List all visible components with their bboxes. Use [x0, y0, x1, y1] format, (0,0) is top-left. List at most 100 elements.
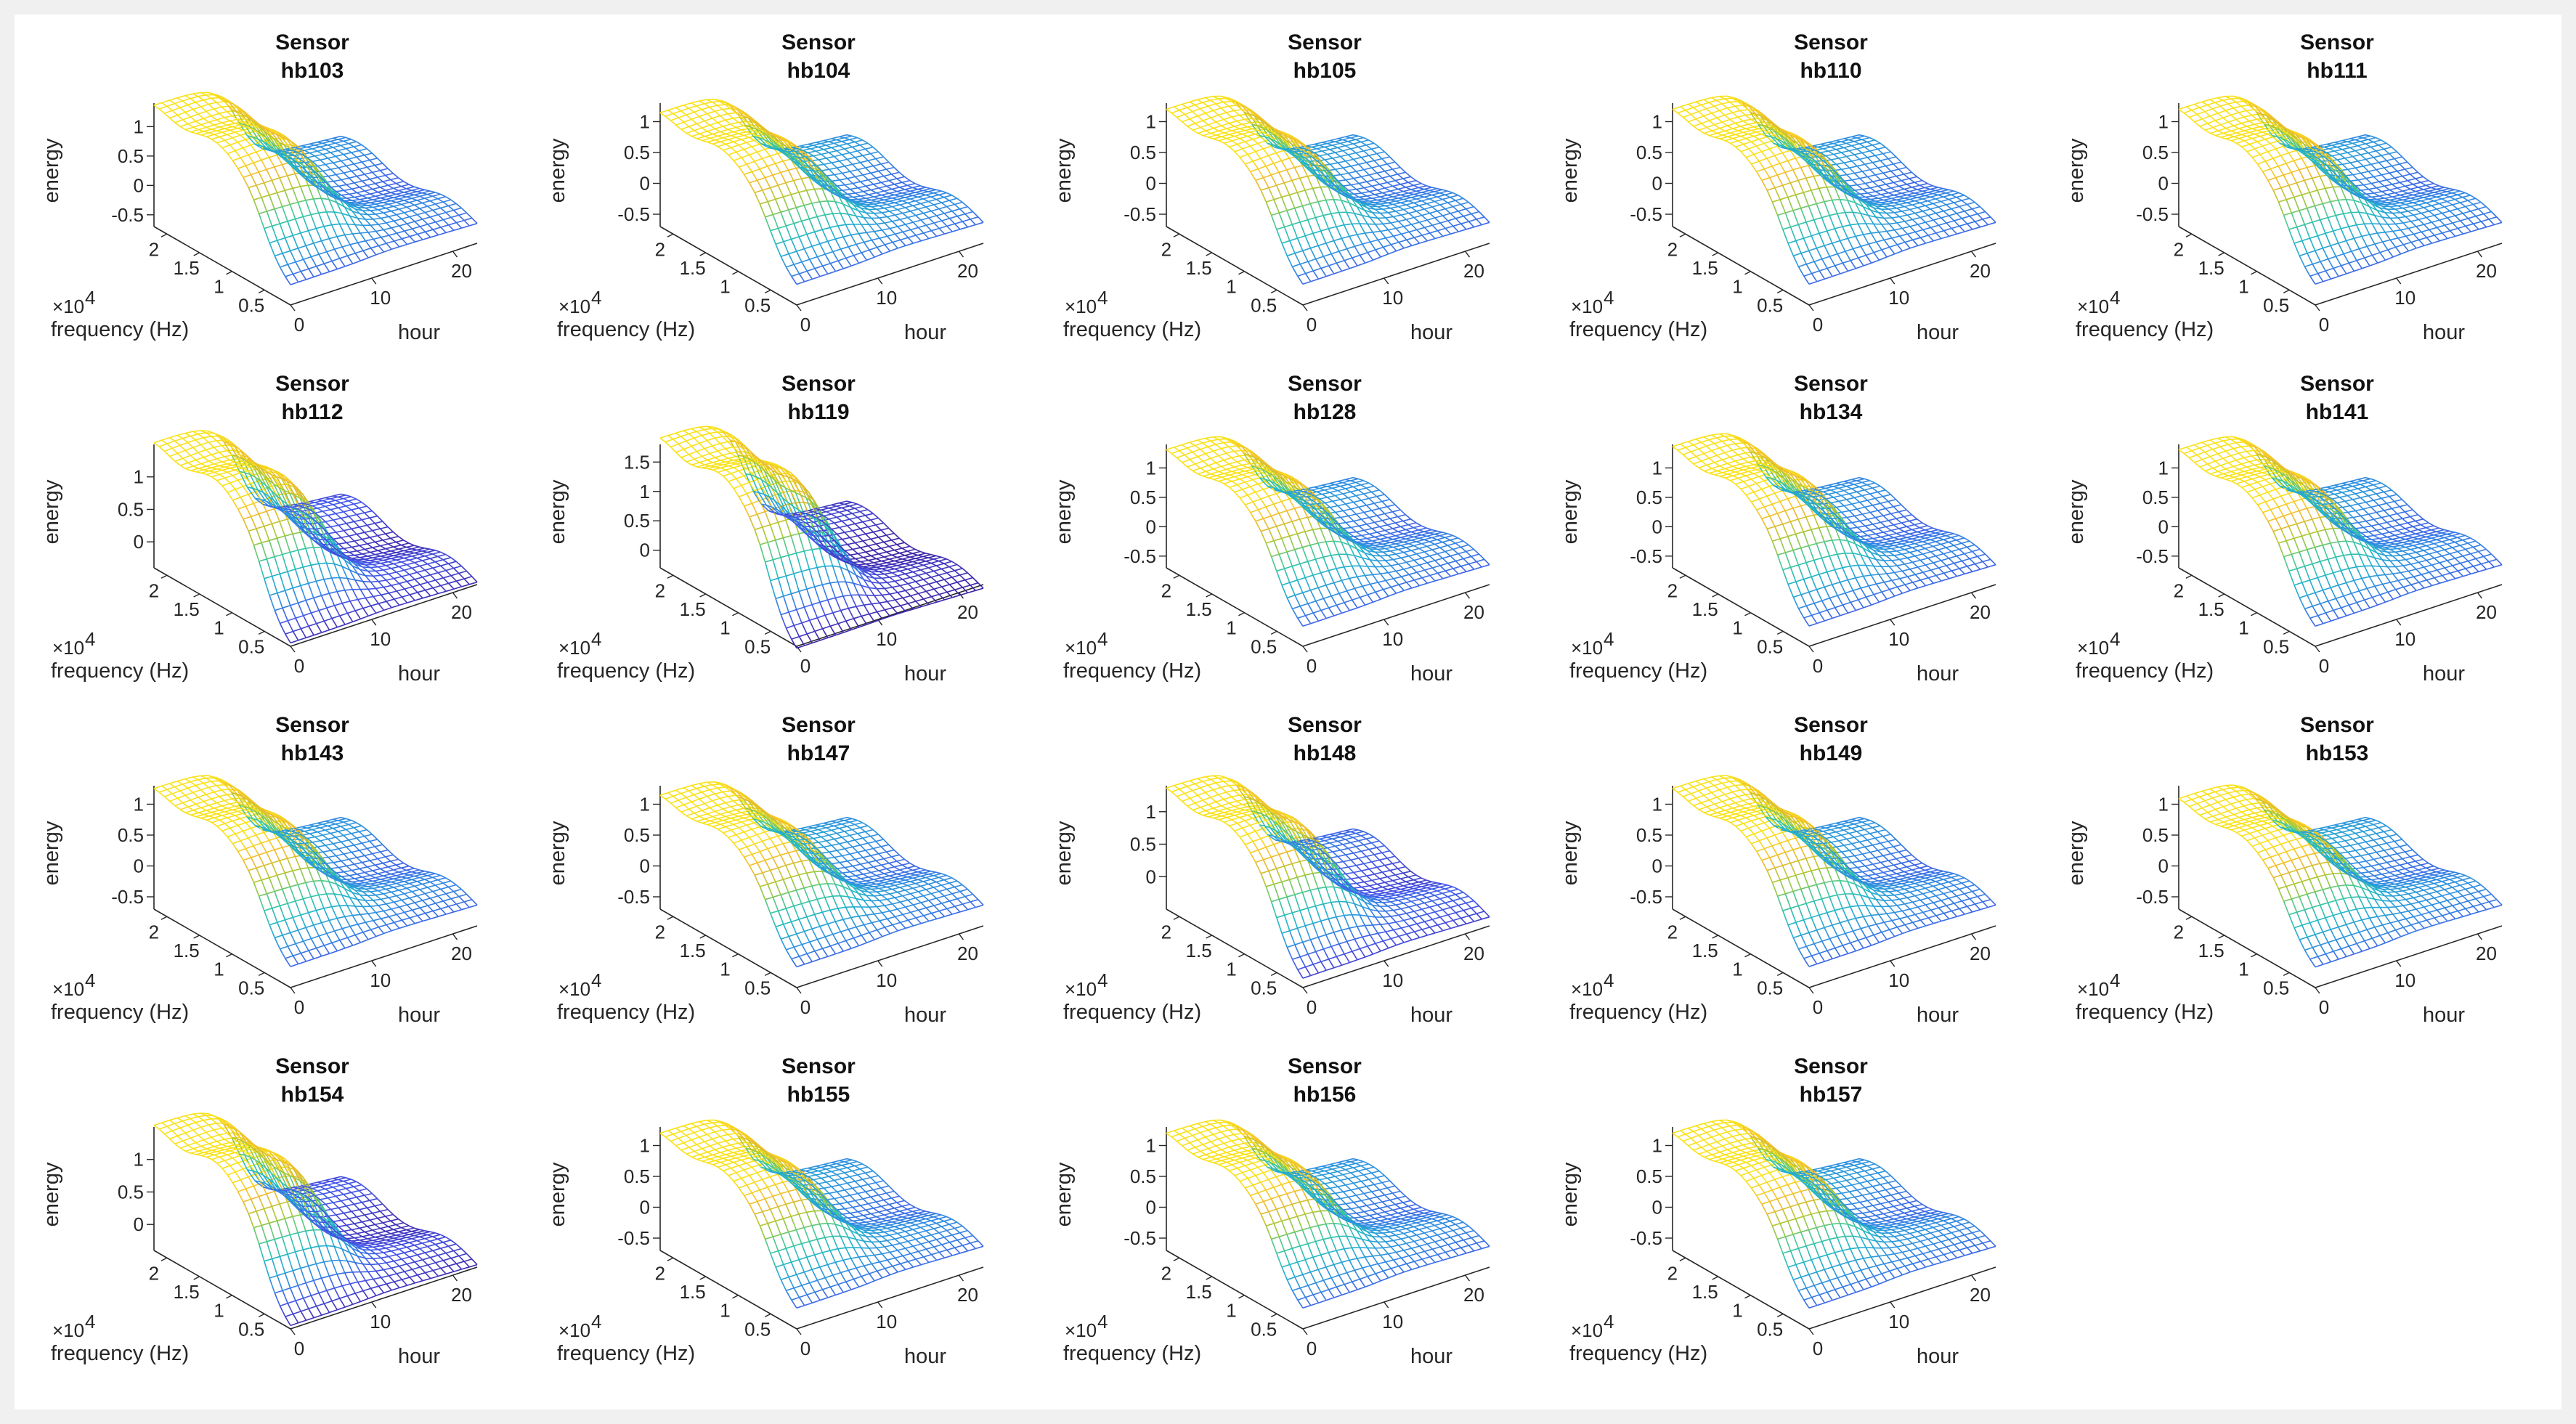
mesh-line: [840, 246, 849, 250]
mesh-line: [1727, 134, 1736, 137]
mesh-line: [1244, 139, 1254, 142]
mesh-line: [1889, 244, 1898, 248]
mesh-line: [1383, 222, 1391, 225]
mesh-line: [818, 176, 825, 182]
mesh-line: [420, 224, 428, 227]
mesh-line: [309, 178, 316, 182]
mesh-line: [1387, 202, 1394, 206]
mesh-line: [445, 196, 452, 200]
mesh-line: [738, 166, 745, 175]
mesh-line: [876, 208, 882, 213]
mesh-line: [889, 192, 895, 196]
mesh-line: [800, 153, 806, 158]
mesh-line: [1460, 221, 1469, 224]
mesh-line: [312, 146, 320, 150]
mesh-line: [190, 113, 199, 118]
mesh-line: [389, 232, 397, 236]
mesh-line: [1311, 146, 1317, 150]
mesh-line: [388, 235, 395, 242]
mesh-line: [1397, 174, 1404, 179]
mesh-line: [419, 226, 426, 232]
mesh-line: [810, 174, 819, 177]
mesh-line: [862, 174, 869, 181]
mesh-line: [1890, 185, 1899, 189]
mesh-line: [357, 240, 366, 243]
mesh-line: [733, 131, 739, 134]
mesh-line: [871, 198, 879, 201]
frequency-tick-mark: [193, 252, 200, 256]
mesh-line: [835, 268, 844, 272]
mesh-line: [385, 187, 394, 191]
mesh-line: [362, 224, 369, 233]
mesh-line: [1207, 105, 1214, 111]
mesh-line: [865, 165, 874, 168]
mesh-line: [378, 209, 384, 213]
mesh-line: [324, 260, 333, 264]
mesh-line: [1407, 182, 1414, 186]
mesh-line: [1426, 217, 1436, 221]
mesh-line: [921, 237, 930, 242]
mesh-line: [1858, 257, 1864, 267]
mesh-line: [211, 136, 220, 140]
mesh-line: [889, 198, 898, 202]
mesh-line: [1424, 227, 1431, 234]
mesh-line: [442, 201, 449, 207]
mesh-line: [214, 122, 222, 126]
mesh-line: [1212, 110, 1219, 116]
mesh-line: [1352, 134, 1359, 137]
mesh-line: [1894, 211, 1903, 213]
mesh-line: [1732, 135, 1741, 139]
mesh-line: [829, 225, 838, 229]
mesh-line: [819, 240, 828, 245]
mesh-line: [1267, 134, 1274, 139]
mesh-line: [1347, 154, 1354, 160]
mesh-line: [712, 118, 718, 123]
mesh-line: [847, 178, 853, 184]
mesh-line: [972, 211, 979, 218]
mesh-line: [266, 166, 275, 171]
mesh-line: [696, 103, 705, 107]
mesh-line: [1218, 114, 1224, 121]
mesh-line: [357, 217, 366, 220]
mesh-line: [1695, 118, 1702, 124]
mesh-line: [1416, 196, 1425, 200]
mesh-line: [956, 216, 963, 222]
mesh-line: [409, 236, 415, 243]
mesh-line: [1371, 146, 1380, 150]
mesh-line: [1870, 185, 1879, 189]
mesh-line: [1179, 110, 1185, 115]
mesh-line: [437, 211, 447, 216]
mesh-line: [424, 209, 434, 213]
mesh-line: [335, 155, 342, 162]
mesh-line: [1353, 157, 1362, 160]
mesh-line: [835, 236, 844, 240]
mesh-line: [315, 166, 322, 175]
mesh-line: [1171, 112, 1178, 118]
mesh-line: [370, 245, 379, 249]
mesh-line: [686, 114, 692, 120]
mesh-line: [1395, 190, 1404, 194]
mesh-line: [1406, 216, 1415, 221]
mesh-line: [310, 214, 317, 229]
mesh-line: [213, 108, 220, 114]
mesh-line: [1388, 227, 1397, 231]
mesh-line: [1190, 115, 1198, 120]
mesh-line: [1252, 128, 1259, 131]
mesh-line: [1693, 107, 1699, 113]
mesh-line: [1797, 177, 1806, 182]
mesh-line: [1241, 123, 1248, 128]
mesh-line: [762, 190, 768, 203]
mesh-line: [309, 150, 318, 154]
mesh-line: [367, 195, 375, 199]
mesh-line: [1241, 104, 1248, 108]
mesh-line: [1740, 135, 1747, 139]
mesh-line: [419, 193, 428, 198]
mesh-line: [908, 235, 917, 238]
mesh-line: [245, 126, 251, 129]
mesh-line: [341, 193, 349, 196]
mesh-line: [745, 125, 752, 128]
mesh-line: [738, 133, 744, 137]
mesh-line: [1410, 197, 1417, 200]
mesh-line: [843, 265, 852, 269]
mesh-line: [837, 166, 845, 168]
